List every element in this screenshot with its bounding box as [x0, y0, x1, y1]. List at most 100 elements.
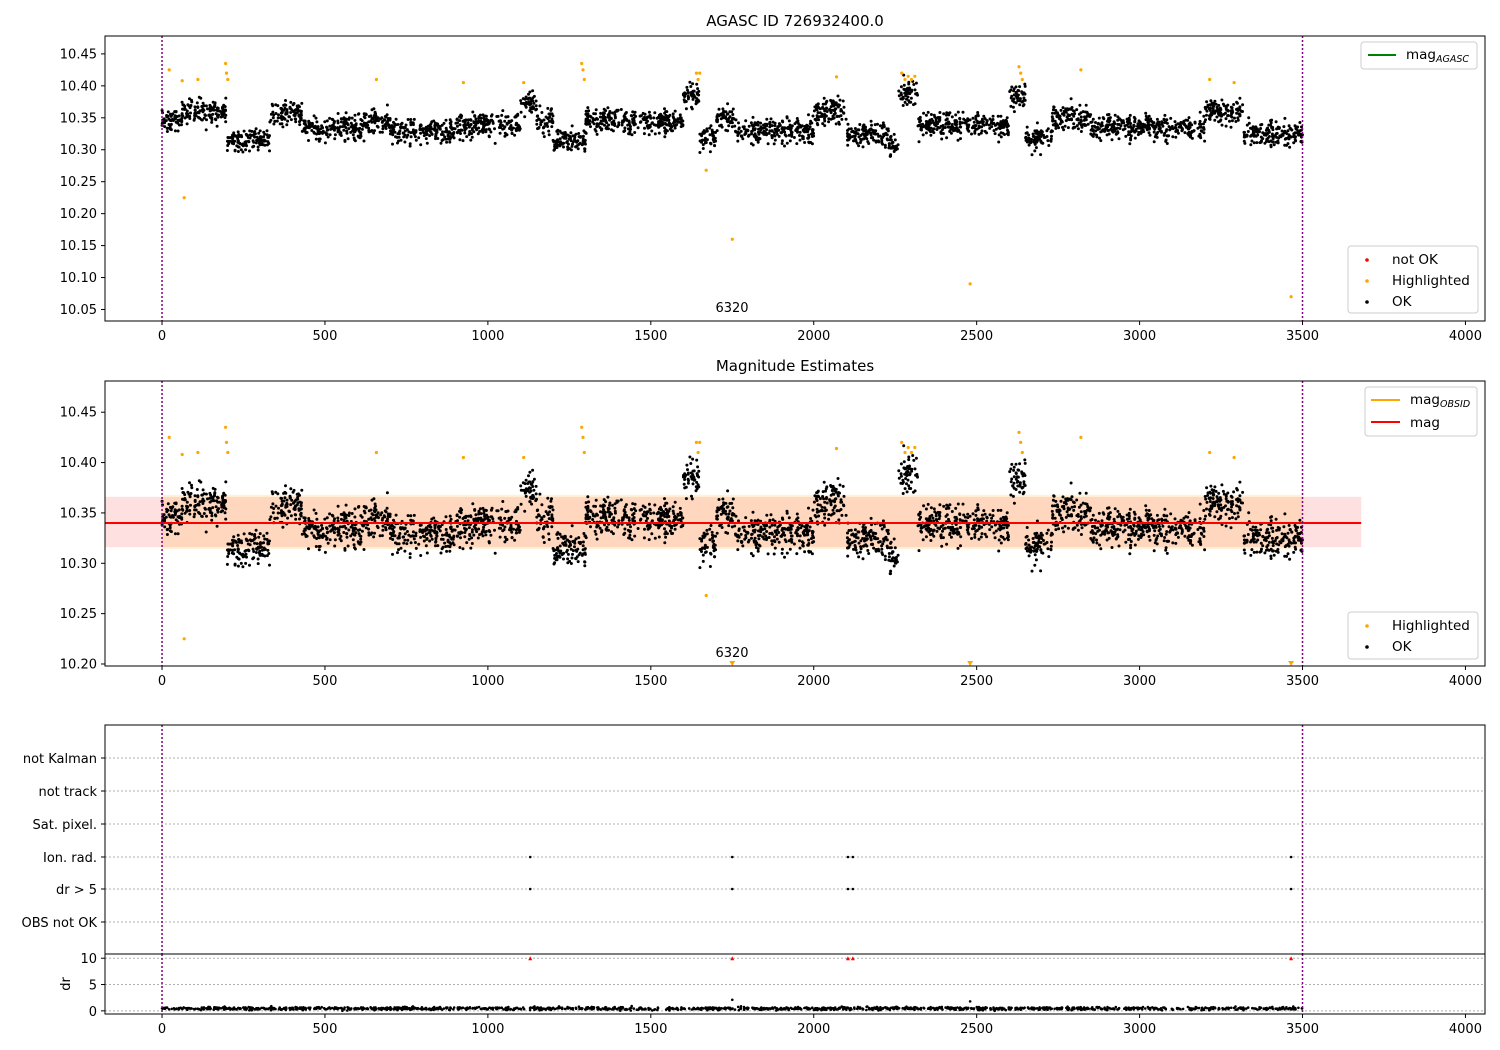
ok-point — [458, 138, 462, 142]
agasc-obsid-label: 6320 — [715, 301, 748, 316]
ok-point — [1293, 138, 1297, 141]
ok-point — [844, 117, 848, 121]
ok-point — [934, 124, 938, 128]
ok-point — [177, 119, 181, 123]
ok-point — [482, 123, 485, 127]
ok-point — [197, 510, 200, 514]
ok-point — [438, 127, 442, 131]
ok-point — [691, 469, 695, 473]
ok-point — [603, 510, 607, 514]
ok-point — [526, 101, 530, 105]
ok-point — [468, 533, 472, 536]
ok-point — [803, 141, 807, 144]
ok-point — [531, 468, 535, 472]
ok-point — [678, 506, 682, 510]
ok-point — [1089, 128, 1093, 132]
ok-point — [1018, 103, 1022, 107]
ok-point — [353, 546, 356, 550]
ok-point — [513, 115, 517, 119]
ok-point — [1027, 133, 1031, 137]
ok-point — [482, 511, 486, 515]
ok-point — [346, 137, 350, 141]
ok-point — [721, 107, 725, 111]
ok-point — [289, 503, 293, 507]
ok-point — [359, 122, 363, 126]
ok-point — [876, 122, 879, 126]
ok-point — [531, 105, 535, 109]
ok-point — [204, 530, 208, 534]
ok-point — [310, 531, 314, 535]
ok-point — [1012, 110, 1016, 114]
ok-point — [686, 94, 690, 98]
ok-point — [489, 130, 493, 134]
ok-point — [617, 121, 621, 125]
ok-point — [668, 529, 672, 533]
ok-point — [833, 111, 837, 115]
ok-point — [594, 498, 598, 502]
ok-point — [425, 132, 429, 136]
ok-point — [542, 135, 546, 139]
ok-point — [603, 123, 606, 127]
ok-point — [568, 147, 572, 151]
ok-point — [859, 137, 863, 141]
ok-point — [632, 122, 636, 126]
ok-point — [405, 128, 409, 132]
ok-point — [464, 123, 468, 127]
ok-point — [865, 132, 869, 136]
ok-point — [256, 148, 260, 152]
ok-point — [1176, 122, 1180, 126]
ok-point — [180, 507, 184, 511]
ok-point — [424, 137, 428, 141]
ok-point — [766, 142, 770, 146]
ok-point — [476, 536, 480, 540]
ok-point — [853, 137, 857, 140]
ok-point — [504, 538, 508, 542]
ok-point — [1224, 117, 1228, 121]
ok-point — [1259, 123, 1263, 127]
ok-point — [555, 129, 559, 133]
highlighted-point — [696, 77, 700, 82]
ok-point — [1005, 116, 1009, 120]
highlighted-point — [196, 77, 200, 82]
ok-point — [691, 473, 695, 477]
ok-point — [576, 147, 580, 151]
ok-point — [708, 133, 712, 137]
ok-point — [326, 530, 330, 534]
ok-point — [535, 509, 539, 513]
ok-point — [1016, 99, 1020, 103]
ok-point — [289, 100, 293, 104]
ok-point — [755, 121, 759, 125]
ok-point — [1283, 137, 1287, 141]
ok-point — [668, 113, 672, 117]
ok-point — [899, 91, 903, 95]
ok-point — [193, 112, 197, 116]
ok-point — [362, 505, 366, 508]
ok-point — [1217, 113, 1221, 117]
ok-point — [668, 127, 672, 131]
ok-point — [328, 512, 332, 516]
ok-point — [773, 124, 777, 128]
ok-point — [630, 133, 634, 137]
ok-point — [466, 118, 470, 122]
ok-point — [603, 117, 607, 121]
ok-point — [202, 108, 206, 112]
ok-point — [1054, 109, 1058, 112]
ok-point — [586, 122, 590, 126]
ok-point — [300, 101, 304, 105]
ok-point — [328, 538, 332, 542]
ok-point — [203, 113, 207, 117]
ok-point — [611, 111, 614, 115]
ok-point — [480, 518, 484, 522]
ok-point — [439, 537, 443, 541]
ok-point — [946, 125, 950, 129]
ok-point — [719, 123, 723, 127]
ok-point — [389, 531, 393, 535]
ok-point — [980, 125, 984, 129]
ok-point — [475, 121, 479, 125]
ok-point — [526, 97, 530, 101]
ok-point — [976, 114, 980, 118]
ok-point — [1176, 131, 1180, 135]
ok-point — [314, 545, 318, 548]
ok-point — [558, 544, 562, 548]
